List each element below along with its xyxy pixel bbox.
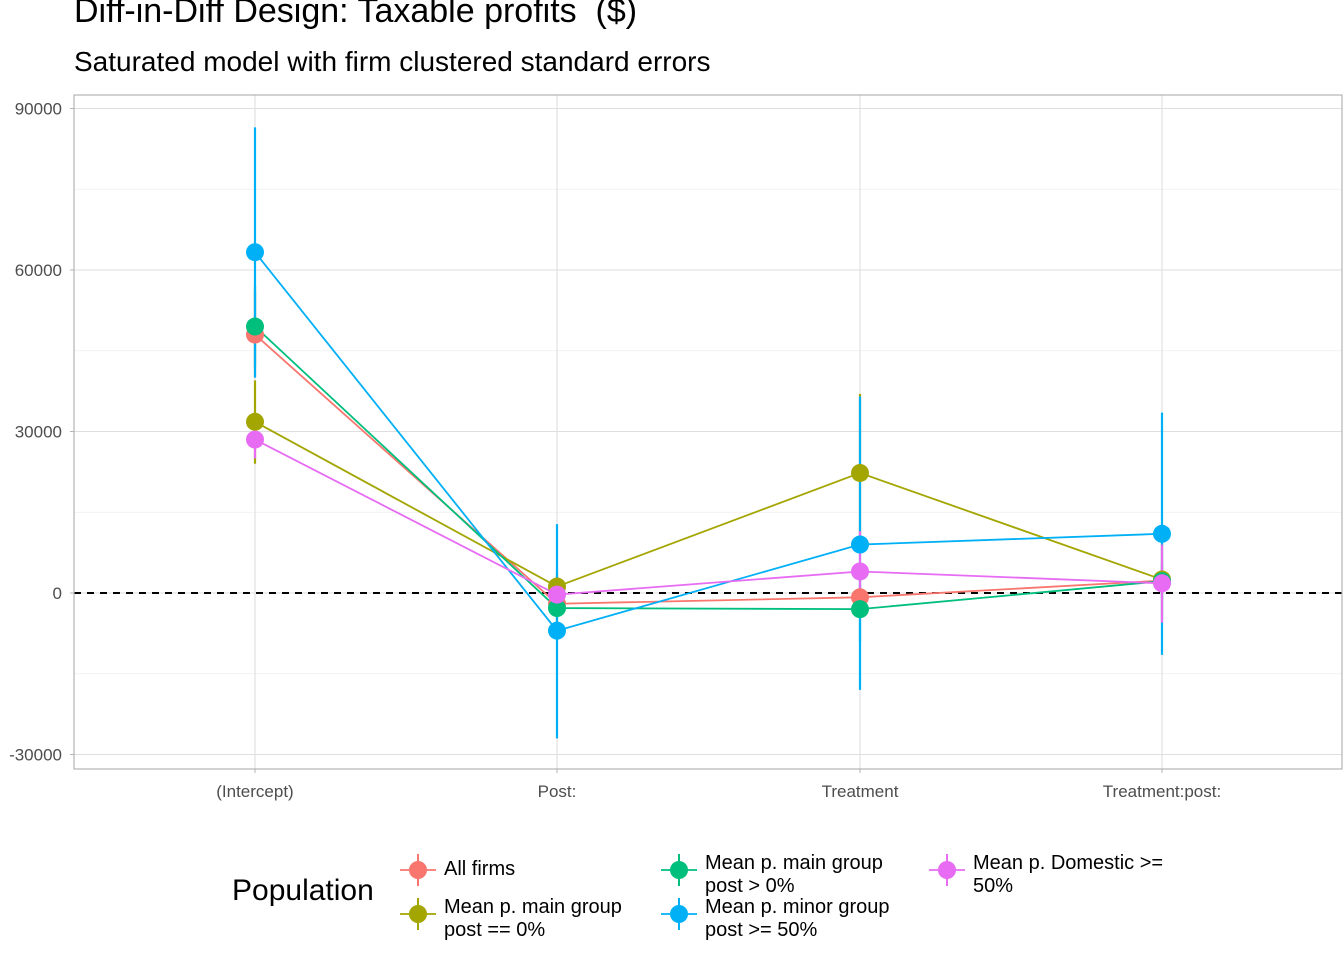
series-points-4 [246, 243, 1171, 640]
x-tick-label: (Intercept) [216, 782, 293, 801]
legend-item: Mean p. main group post > 0% [661, 852, 905, 898]
y-tick-label: -30000 [9, 746, 62, 765]
series-points-5 [246, 430, 1171, 604]
data-point [246, 317, 264, 336]
legend-label: Mean p. main group post == 0% [444, 896, 622, 941]
x-tick-label: Post: [538, 782, 577, 801]
legend-key-icon [400, 898, 436, 930]
series-points-2 [246, 412, 1171, 596]
data-point [1153, 574, 1171, 593]
legend-key-icon [661, 898, 697, 930]
chart-title: Diff-in-Diff Design: Taxable profits ($) [74, 0, 638, 30]
legend-label: Mean p. minor group post >= 50% [705, 896, 890, 941]
grid-layer [74, 95, 1342, 769]
data-point [246, 243, 264, 262]
x-tick-label: Treatment [822, 782, 899, 801]
series-line [254, 438, 1163, 596]
series-line [254, 333, 1163, 605]
legend-key-icon [661, 854, 697, 886]
data-point [548, 585, 566, 604]
legend-label: Mean p. Domestic >= 50% [973, 852, 1164, 897]
y-tick-label: 90000 [15, 100, 62, 119]
legend-label: Mean p. main group post > 0% [705, 852, 883, 897]
data-point [548, 621, 566, 640]
legend-item: Mean p. minor group post >= 50% [661, 896, 905, 942]
series-2 [253, 380, 1164, 620]
x-tick-label: Treatment:post: [1103, 782, 1221, 801]
legend-label: All firms [444, 858, 516, 880]
series-line [254, 421, 1163, 588]
legend-item: Mean p. main group post == 0% [400, 896, 644, 942]
series-4 [253, 127, 1164, 739]
data-point [851, 600, 869, 619]
y-tick-labels: -30000 0 30000 60000 90000 [9, 100, 74, 765]
data-point [548, 599, 566, 618]
y-tick-label: 60000 [15, 261, 62, 280]
series-line [254, 251, 1163, 632]
data-point [1153, 524, 1171, 543]
legend-item: All firms [400, 852, 644, 888]
series-layer [246, 127, 1171, 739]
chart-subtitle: Saturated model with firm clustered stan… [74, 46, 711, 77]
data-point [851, 535, 869, 554]
series-points-1 [246, 325, 1171, 613]
x-tick-labels: (Intercept) Post: Treatment Treatment:post: [216, 769, 1221, 801]
data-point [851, 463, 869, 482]
series-points-3 [246, 317, 1171, 619]
data-point [246, 430, 264, 449]
legend-title: Population [232, 874, 374, 907]
legend-item: Mean p. Domestic >= 50% [929, 852, 1183, 898]
series-line [254, 325, 1163, 611]
data-point [246, 412, 264, 431]
y-tick-label: 30000 [15, 423, 62, 442]
y-tick-label: 0 [53, 584, 62, 603]
legend-key-icon [400, 854, 436, 886]
data-point [851, 562, 869, 581]
legend-key-icon [929, 854, 965, 886]
